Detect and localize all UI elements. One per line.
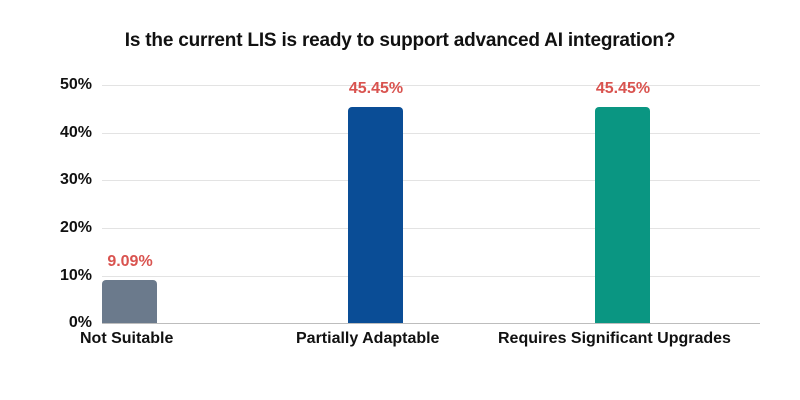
bar-requires-significant-upgrades: [595, 107, 650, 323]
y-tick-label: 40%: [59, 124, 92, 141]
x-tick-label: Not Suitable: [80, 330, 174, 347]
y-tick-label: 30%: [59, 171, 92, 188]
gridline-20: [102, 228, 760, 229]
bar-partially-adaptable: [348, 107, 403, 323]
gridline-30: [102, 180, 760, 181]
y-tick-label: 10%: [59, 267, 92, 284]
gridline-40: [102, 133, 760, 134]
value-label: 45.45%: [595, 80, 651, 97]
chart-title: Is the current LIS is ready to support a…: [124, 30, 676, 51]
y-tick-label: 0%: [68, 314, 92, 331]
bar-not-suitable: [102, 280, 157, 323]
value-label: 9.09%: [107, 253, 153, 270]
y-tick-label: 50%: [59, 76, 92, 93]
gridline-10: [102, 276, 760, 277]
value-label: 45.45%: [348, 80, 404, 97]
y-tick-label: 20%: [59, 219, 92, 236]
gridline-50: [102, 85, 760, 86]
x-tick-label: Requires Significant Upgrades: [498, 330, 731, 347]
x-axis-line: [102, 323, 760, 324]
x-tick-label: Partially Adaptable: [296, 330, 440, 347]
